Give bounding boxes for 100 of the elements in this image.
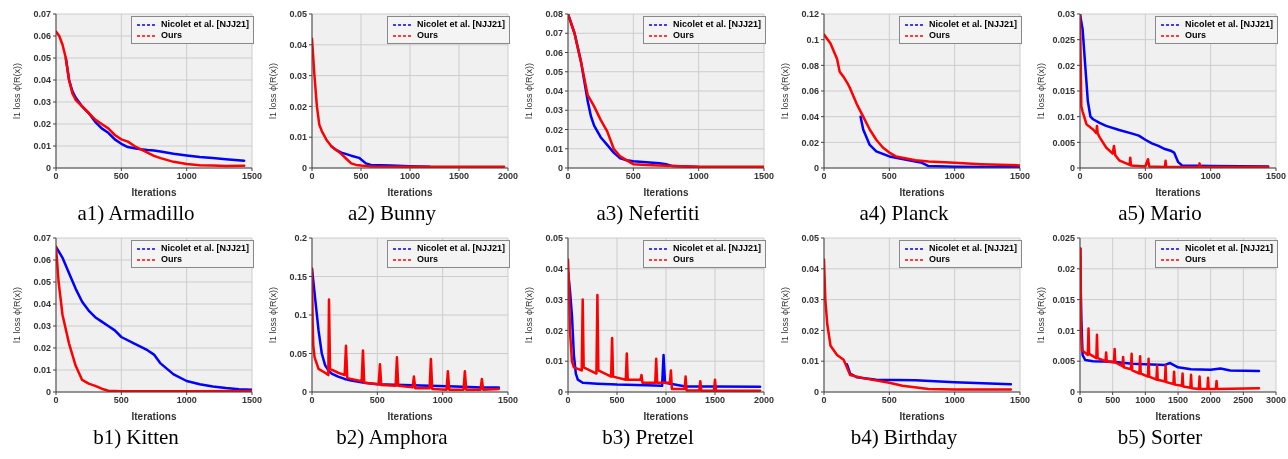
text: a5) Mario (1117, 200, 1203, 226)
y-tick-label: 0.005 (1052, 356, 1075, 367)
y-tick-label: 0.03 (801, 294, 819, 305)
y-tick-label: 0.07 (33, 233, 51, 244)
y-tick-label: 0.01 (801, 356, 819, 367)
y-tick-label: 0.03 (33, 321, 51, 332)
y-tick-label: 0.02 (1057, 60, 1075, 71)
x-tick-label: 500 (1137, 171, 1153, 182)
legend-label: Ours (1184, 30, 1206, 41)
x-tick-label: 2000 (1200, 395, 1221, 406)
x-tick-label: 500 (625, 171, 641, 182)
x-tick-label: 1000 (944, 171, 965, 182)
y-axis-title: l1 loss ϕ(R(x)) (1036, 62, 1047, 120)
x-tick-label: 1500 (753, 171, 775, 182)
y-tick-label: 0.06 (545, 47, 563, 58)
x-tick-label: 1000 (176, 171, 197, 182)
x-axis-title: Iterations (387, 187, 433, 198)
text: b1) Kitten (92, 424, 180, 450)
text: a2) Bunny (346, 200, 438, 226)
y-tick-label: 0.025 (1052, 233, 1075, 244)
y-tick-label: 0 (813, 387, 819, 398)
text: b5) Sorter (1116, 424, 1204, 450)
legend-label: Nicolet et al. [NJJ21] (416, 243, 505, 254)
x-tick-label: 0 (1077, 395, 1083, 406)
legend-label: Nicolet et al. [NJJ21] (928, 19, 1017, 30)
x-tick-label: 1000 (944, 395, 965, 406)
y-axis-title: l1 loss ϕ(R(x)) (524, 62, 535, 120)
y-tick-label: 0.05 (545, 233, 563, 244)
y-axis-title: l1 loss ϕ(R(x)) (780, 62, 791, 120)
text: b4) Birthday (849, 424, 959, 450)
legend-label: Nicolet et al. [NJJ21] (1184, 243, 1273, 254)
text: b3) Pretzel (601, 424, 695, 450)
x-axis-title: Iterations (643, 187, 689, 198)
y-tick-label: 0.02 (801, 325, 819, 336)
x-tick-label: 1000 (399, 171, 421, 182)
y-axis-title: l1 loss ϕ(R(x)) (780, 286, 791, 344)
y-tick-label: 0.04 (289, 39, 307, 50)
y-tick-label: 0.02 (1057, 263, 1075, 274)
text: a1) Armadillo (76, 200, 196, 226)
legend-label: Nicolet et al. [NJJ21] (672, 243, 761, 254)
x-tick-label: 0 (565, 171, 571, 182)
x-tick-label: 0 (565, 395, 571, 406)
x-tick-label: 0 (1077, 171, 1083, 182)
x-tick-label: 1000 (432, 395, 453, 406)
legend-label: Ours (1184, 254, 1206, 265)
legend-label: Ours (672, 254, 694, 265)
legend-label: Ours (928, 254, 950, 265)
y-tick-label: 0.02 (545, 124, 563, 135)
legend-label: Ours (416, 254, 438, 265)
y-tick-label: 0.02 (33, 119, 51, 130)
y-tick-label: 0.05 (289, 9, 307, 20)
y-tick-label: 0.15 (289, 271, 307, 282)
y-tick-label: 0.03 (545, 105, 563, 116)
x-tick-label: 2500 (1233, 395, 1254, 406)
x-tick-label: 500 (881, 171, 897, 182)
x-tick-label: 1500 (1009, 395, 1031, 406)
y-tick-label: 0.02 (545, 325, 563, 336)
y-tick-label: 0 (557, 387, 563, 398)
legend-label: Nicolet et al. [NJJ21] (672, 19, 761, 30)
x-tick-label: 500 (1105, 395, 1121, 406)
y-tick-label: 0.2 (294, 233, 307, 244)
y-tick-label: 0.03 (1057, 9, 1075, 20)
y-axis-title: l1 loss ϕ(R(x)) (268, 286, 279, 344)
x-axis-title: Iterations (899, 411, 945, 422)
x-tick-label: 1000 (655, 395, 677, 406)
y-tick-label: 0.02 (801, 137, 819, 148)
y-tick-label: 0.01 (545, 143, 563, 154)
y-tick-label: 0.015 (1052, 294, 1075, 305)
y-tick-label: 0.02 (289, 101, 307, 112)
x-tick-label: 0 (53, 171, 59, 182)
y-tick-label: 0 (301, 387, 307, 398)
y-tick-label: 0.06 (33, 31, 51, 42)
y-tick-label: 0.03 (33, 97, 51, 108)
x-tick-label: 500 (369, 395, 385, 406)
y-tick-label: 0.12 (801, 9, 819, 20)
x-tick-label: 2000 (753, 395, 775, 406)
y-tick-label: 0.05 (545, 66, 563, 77)
x-axis-title: Iterations (1155, 187, 1201, 198)
y-tick-label: 0.025 (1052, 34, 1075, 45)
x-tick-label: 500 (881, 395, 897, 406)
y-tick-label: 0.1 (806, 34, 819, 45)
y-tick-label: 0.06 (33, 255, 51, 266)
y-tick-label: 0.04 (545, 86, 563, 97)
legend-label: Nicolet et al. [NJJ21] (1184, 19, 1273, 30)
x-axis-title: Iterations (1155, 411, 1201, 422)
y-tick-label: 0.03 (545, 294, 563, 305)
x-tick-label: 1500 (1009, 171, 1031, 182)
x-tick-label: 1500 (497, 395, 519, 406)
y-tick-label: 0.06 (801, 86, 819, 97)
y-tick-label: 0.04 (33, 75, 51, 86)
y-tick-label: 0.07 (545, 28, 563, 39)
x-tick-label: 3000 (1265, 395, 1287, 406)
legend-label: Ours (672, 30, 694, 41)
y-tick-label: 0.04 (33, 299, 51, 310)
y-tick-label: 0.07 (33, 9, 51, 20)
x-tick-label: 0 (309, 171, 315, 182)
x-tick-label: 1500 (241, 171, 263, 182)
x-tick-label: 0 (309, 395, 315, 406)
y-tick-label: 0 (557, 163, 563, 174)
y-tick-label: 0 (1069, 387, 1075, 398)
